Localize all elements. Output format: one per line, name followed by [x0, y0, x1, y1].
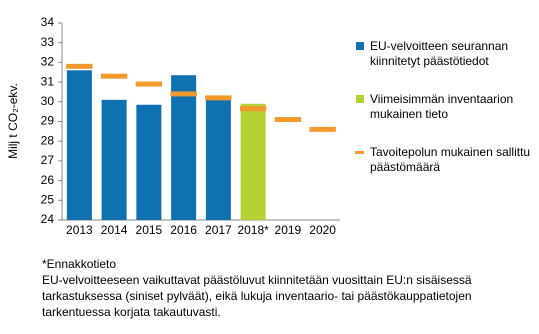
x-tick-label: 2019 — [275, 223, 302, 237]
footnote: tarkastuksessa (siniset pylväät), eikä l… — [42, 289, 472, 303]
target-dash — [66, 63, 93, 69]
target-dash — [170, 91, 197, 97]
legend-label: Viimeisimmän inventaarion mukainen tieto — [370, 92, 514, 121]
x-tick-label: 2013 — [66, 223, 93, 237]
bar — [101, 99, 127, 220]
legend-label: EU-velvoitteen seurannan kiinnitetyt pää… — [370, 39, 509, 68]
legend-label: Tavoitepolun mukainen sallittu päästömää… — [370, 145, 531, 174]
y-axis-label: Milj t CO₂-ekv. — [6, 83, 20, 159]
x-tick-label: 2020 — [309, 223, 336, 237]
legend-swatch — [356, 95, 364, 103]
legend-swatch — [355, 151, 364, 154]
y-tick-label: 24 — [41, 212, 55, 226]
x-tick-label: 2018* — [237, 223, 269, 237]
bar — [136, 104, 162, 220]
y-tick-label: 33 — [41, 35, 55, 49]
x-tick-label: 2014 — [101, 223, 128, 237]
bar — [205, 99, 231, 220]
target-dash — [239, 106, 267, 112]
y-tick-label: 26 — [41, 173, 55, 187]
target-dash — [135, 81, 163, 87]
footnote: EU-velvoitteeseen vaikuttavat päästöluvu… — [42, 273, 472, 287]
y-tick-label: 34 — [41, 15, 55, 29]
y-tick-label: 31 — [41, 74, 55, 88]
y-tick-label: 28 — [41, 133, 55, 147]
bar — [240, 103, 266, 220]
bar — [66, 70, 92, 220]
x-tick-label: 2015 — [136, 223, 163, 237]
y-tick-label: 25 — [41, 192, 55, 206]
target-dash — [205, 95, 232, 101]
legend-swatch — [356, 42, 364, 50]
y-tick-label: 32 — [41, 55, 55, 69]
target-dash — [309, 126, 336, 132]
y-tick-label: 29 — [41, 114, 55, 128]
y-tick-label: 30 — [41, 94, 55, 108]
x-tick-label: 2016 — [170, 223, 197, 237]
bar — [171, 75, 197, 220]
target-dash — [274, 117, 302, 123]
target-dash — [100, 73, 128, 79]
y-tick-label: 27 — [41, 153, 55, 167]
x-tick-label: 2017 — [205, 223, 232, 237]
footnote: tarkentuessa korjata takautuvasti. — [42, 305, 221, 319]
footnote: *Ennakkotieto — [42, 257, 117, 271]
